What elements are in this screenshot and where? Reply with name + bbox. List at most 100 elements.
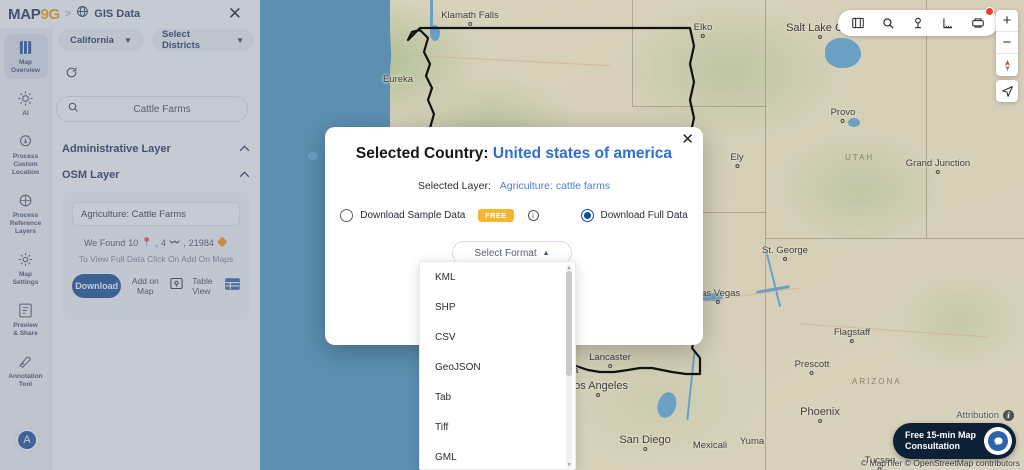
- rail-item-label: Map Settings: [12, 271, 39, 286]
- scrollbar-thumb[interactable]: [566, 271, 572, 376]
- modal-close-icon[interactable]: ✕: [681, 131, 694, 148]
- scroll-up-arrow-icon[interactable]: ▲: [566, 265, 572, 271]
- search-icon[interactable]: [874, 11, 902, 35]
- basemap-icon[interactable]: [844, 11, 872, 35]
- locate-icon[interactable]: [996, 80, 1018, 102]
- rail-item-preview-share[interactable]: Preview & Share: [4, 297, 48, 342]
- radio-download-sample-data[interactable]: Download Sample Data FREE i: [340, 209, 539, 222]
- rail-item-ai[interactable]: AI: [4, 85, 48, 122]
- lake-mead: [701, 293, 723, 301]
- print-icon[interactable]: [964, 7, 994, 35]
- section-title: Administrative Layer: [62, 142, 171, 155]
- compass-icon[interactable]: [996, 54, 1018, 76]
- map-label: Salt Lake City: [786, 22, 854, 39]
- radio-dot-full[interactable]: [580, 209, 594, 222]
- map-state-label: ARIZONA: [852, 377, 902, 386]
- format-dropdown-menu[interactable]: KML SHP CSV GeoJSON Tab Tiff GML ▲ ▼: [419, 261, 576, 470]
- ai-icon: [6, 90, 46, 107]
- found-comma-1: ,: [155, 237, 159, 248]
- add-on-map-icon[interactable]: [169, 276, 184, 296]
- found-prefix: We Found: [83, 237, 126, 248]
- scroll-down-arrow-icon[interactable]: ▼: [566, 462, 572, 468]
- format-option-kml[interactable]: KML: [435, 271, 456, 283]
- left-panel[interactable]: Map Overview AI Process Custom Location Proces…: [0, 0, 260, 470]
- rail-item-annotation-tool[interactable]: Annotation Tool: [4, 348, 48, 393]
- icon-rail[interactable]: Map Overview AI Process Custom Location Proces…: [0, 0, 52, 470]
- modal-layer: Agriculture: cattle farms: [499, 180, 611, 192]
- search-input[interactable]: Cattle Farms: [56, 96, 248, 122]
- format-option-geojson[interactable]: GeoJSON: [435, 361, 481, 373]
- map-label-text: Las Vegas: [695, 288, 741, 299]
- rail-item-map-overview[interactable]: Map Overview: [3, 34, 48, 79]
- rail-item-label: AI: [22, 110, 29, 117]
- found-comma-2: ,: [183, 237, 186, 248]
- city-dot-icon: [849, 339, 854, 343]
- map-overview-icon: [6, 39, 46, 56]
- radio-download-full-data[interactable]: Download Full Data: [580, 209, 688, 222]
- map-label: Mexicali: [693, 440, 727, 451]
- close-icon[interactable]: ✕: [227, 4, 242, 23]
- gis-data-icon: [76, 5, 89, 23]
- rail-item-process-reference-layers[interactable]: Process Reference Layers: [4, 187, 48, 240]
- table-view-button[interactable]: Table View: [192, 276, 240, 296]
- format-option-csv[interactable]: CSV: [435, 331, 456, 343]
- zoom-controls[interactable]: + −: [996, 10, 1018, 76]
- state-border-line: [765, 0, 766, 470]
- state-select[interactable]: California ▼: [58, 29, 144, 51]
- city-dot-icon: [643, 447, 647, 451]
- layer-result-card[interactable]: Agriculture: Cattle Farms We Found 10 📍 …: [62, 192, 250, 320]
- attribution[interactable]: Attribution i: [956, 410, 1014, 421]
- lake-upper-klamath: [430, 25, 440, 41]
- districts-select[interactable]: Select Districts ▼: [152, 29, 254, 51]
- lake-utah: [848, 118, 860, 127]
- marker-icon[interactable]: [904, 11, 932, 35]
- avatar[interactable]: A: [16, 429, 38, 451]
- filter-pills[interactable]: California ▼ Select Districts ▼: [58, 29, 258, 51]
- app-logo[interactable]: MAP9G: [8, 6, 60, 23]
- chevron-down-icon: ▼: [236, 35, 244, 45]
- state-border-line: [926, 0, 927, 238]
- result-actions[interactable]: Download Add on Map Table View: [72, 274, 240, 298]
- map-settings-icon: [6, 251, 46, 268]
- format-option-list[interactable]: KML SHP CSV GeoJSON Tab Tiff GML: [420, 262, 575, 469]
- map-label: Yuma: [740, 436, 764, 447]
- zoom-in-button[interactable]: +: [996, 10, 1018, 32]
- consultation-button[interactable]: Free 15-min Map Consultation: [892, 423, 1016, 459]
- result-layer-name: Agriculture: Cattle Farms: [72, 202, 240, 226]
- gis-panel[interactable]: California ▼ Select Districts ▼ Cattle F…: [16, 0, 260, 470]
- chat-icon[interactable]: [984, 427, 1012, 455]
- dropdown-scrollbar[interactable]: ▲ ▼: [566, 265, 572, 468]
- info-icon[interactable]: i: [1003, 410, 1014, 421]
- add-on-map-button[interactable]: Add on Map: [129, 276, 161, 296]
- map-label-text: Mexicali: [692, 440, 728, 451]
- rail-item-process-custom-location[interactable]: Process Custom Location: [4, 128, 48, 181]
- map-toolbar[interactable]: [838, 7, 998, 36]
- download-type-radio-group[interactable]: Download Sample Data FREE i Download Ful…: [325, 209, 703, 222]
- radio-dot-sample[interactable]: [340, 209, 354, 222]
- download-button[interactable]: Download: [72, 274, 122, 298]
- map-label: Ely: [730, 152, 744, 168]
- consultation-text: Free 15-min Map Consultation: [905, 430, 976, 452]
- map-label: Lancaster: [589, 352, 631, 368]
- info-icon[interactable]: i: [527, 210, 539, 221]
- map-label: Provo: [831, 107, 855, 123]
- state-border-line: [632, 106, 766, 107]
- measure-icon[interactable]: [934, 11, 962, 35]
- zoom-out-button[interactable]: −: [996, 32, 1018, 54]
- modal-title: Selected Country: United states of ameri…: [325, 145, 703, 163]
- map-label-text: San Diego: [619, 434, 671, 446]
- map-label: Prescott: [795, 359, 829, 375]
- breadcrumb-title: GIS Data: [94, 8, 141, 20]
- format-option-gml[interactable]: GML: [435, 451, 457, 463]
- format-option-shp[interactable]: SHP: [435, 301, 456, 313]
- topbar[interactable]: MAP9G > GIS Data ✕: [0, 0, 260, 28]
- rail-item-map-settings[interactable]: Map Settings: [4, 246, 48, 291]
- lake-great-salt: [825, 38, 861, 68]
- section-administrative-layer[interactable]: Administrative Layer: [52, 136, 260, 161]
- format-option-tiff[interactable]: Tiff: [435, 421, 449, 433]
- format-option-tab[interactable]: Tab: [435, 391, 452, 403]
- free-badge: FREE: [478, 209, 514, 222]
- refresh-icon[interactable]: [58, 60, 84, 84]
- select-format-label: Select Format: [474, 247, 537, 259]
- section-osm-layer[interactable]: OSM Layer: [52, 162, 260, 187]
